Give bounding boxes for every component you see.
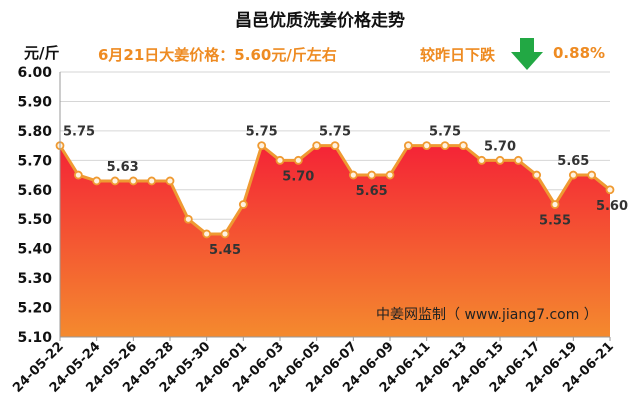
data-point xyxy=(183,214,193,224)
data-point xyxy=(312,141,322,151)
data-point xyxy=(128,176,138,186)
data-label: 5.75 xyxy=(246,125,278,140)
data-point xyxy=(495,155,505,165)
data-point xyxy=(147,176,157,186)
data-label: 5.75 xyxy=(429,125,461,140)
data-point xyxy=(587,170,597,180)
data-point xyxy=(293,155,303,165)
data-label: 5.60 xyxy=(596,199,628,214)
y-tick-label: 5.20 xyxy=(17,301,52,317)
data-point xyxy=(403,141,413,151)
watermark: 中姜网监制（ www.jiang7.com ） xyxy=(376,307,598,323)
data-point xyxy=(367,170,377,180)
y-tick-label: 5.10 xyxy=(17,330,52,346)
data-point xyxy=(550,200,560,209)
price-area-fill xyxy=(60,145,610,337)
price-headline: 6月21日大姜价格：5.60元/斤左右 xyxy=(98,46,337,64)
y-tick-label: 5.90 xyxy=(17,94,52,110)
data-point xyxy=(165,176,175,186)
data-point xyxy=(238,200,248,209)
y-tick-label: 5.60 xyxy=(17,183,52,199)
chart-title: 昌邑优质洗姜价格走势 xyxy=(235,11,405,31)
data-point xyxy=(385,170,395,180)
data-point xyxy=(477,155,487,165)
data-point xyxy=(568,170,578,180)
data-label: 5.70 xyxy=(282,169,314,184)
y-tick-label: 5.70 xyxy=(17,153,52,169)
y-tick-label: 5.50 xyxy=(17,212,52,228)
y-tick-label: 5.40 xyxy=(17,242,52,258)
data-point xyxy=(73,170,83,180)
data-point xyxy=(220,229,230,239)
y-tick-label: 6.00 xyxy=(17,65,52,81)
data-label: 5.45 xyxy=(209,243,241,258)
data-point xyxy=(440,141,450,151)
data-point xyxy=(330,141,340,151)
data-point xyxy=(348,170,358,180)
data-point xyxy=(92,176,102,186)
data-label: 5.55 xyxy=(539,214,571,229)
down-arrow-icon xyxy=(511,38,543,70)
y-tick-label: 5.80 xyxy=(17,124,52,140)
data-point xyxy=(275,155,285,165)
data-label: 5.75 xyxy=(319,125,351,140)
data-point xyxy=(257,141,267,151)
data-point xyxy=(605,185,615,195)
data-point xyxy=(422,141,432,151)
data-point xyxy=(458,141,468,151)
data-point xyxy=(110,176,120,186)
change-percent: 0.88% xyxy=(553,44,606,62)
change-label: 较昨日下跌 xyxy=(420,46,496,64)
y-tick-label: 5.30 xyxy=(17,271,52,287)
data-point xyxy=(202,229,212,239)
data-label: 5.65 xyxy=(356,184,388,199)
data-point xyxy=(532,170,542,180)
data-label: 5.75 xyxy=(63,125,95,140)
data-label: 5.70 xyxy=(484,139,516,154)
y-axis-unit: 元/斤 xyxy=(24,44,60,62)
data-label: 5.65 xyxy=(557,154,589,169)
data-label: 5.63 xyxy=(107,160,139,175)
data-point xyxy=(513,155,523,165)
